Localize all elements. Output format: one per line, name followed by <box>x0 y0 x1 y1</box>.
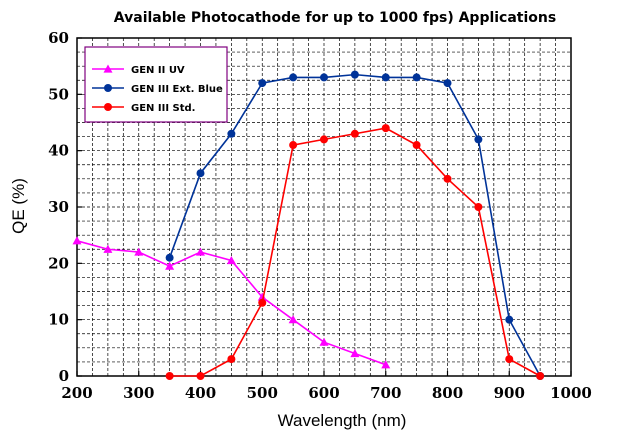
y-tick-label: 60 <box>48 29 69 47</box>
data-point <box>350 129 359 138</box>
data-point <box>505 355 514 364</box>
data-point <box>474 135 483 144</box>
x-tick-label: 500 <box>247 384 278 402</box>
data-point <box>196 169 205 178</box>
series-layer <box>72 70 545 380</box>
data-point <box>350 348 360 358</box>
x-tick-label: 700 <box>370 384 401 402</box>
data-point <box>320 73 328 82</box>
data-point <box>103 244 113 253</box>
y-tick-label: 50 <box>48 85 69 103</box>
data-point <box>350 70 359 79</box>
x-tick-label: 300 <box>123 384 154 402</box>
data-point <box>257 292 267 301</box>
x-tick-label: 1000 <box>550 384 592 402</box>
y-tick-label: 0 <box>59 367 69 385</box>
data-point <box>226 256 236 265</box>
data-point <box>320 135 328 144</box>
axis-ticks: 200 300 400 500 600 700 800 900 1000 0 10 20 30 40 50 6… <box>48 29 592 402</box>
data-point <box>319 337 329 346</box>
data-point <box>505 315 514 324</box>
data-point <box>196 247 205 256</box>
data-point <box>227 129 236 138</box>
data-point <box>165 261 175 270</box>
x-tick-label: 200 <box>61 384 92 402</box>
data-point <box>134 247 144 256</box>
y-tick-label: 30 <box>48 198 69 216</box>
data-point <box>196 372 205 380</box>
legend-label: GEN III Ext. Blue <box>131 84 223 95</box>
data-point <box>443 174 452 183</box>
data-point <box>227 355 236 364</box>
y-tick-label: 40 <box>48 142 69 160</box>
data-point <box>288 315 298 324</box>
data-point <box>104 84 112 92</box>
data-point <box>289 141 298 150</box>
legend-item: GEN II UV <box>92 64 185 76</box>
legend-label: GEN III Std. <box>131 103 195 114</box>
y-axis-label: QE (%) <box>9 178 28 234</box>
data-point <box>165 253 174 262</box>
legend-item: GEN III Ext. Blue <box>92 84 223 95</box>
legend-label: GEN II UV <box>131 65 185 76</box>
data-point <box>104 103 112 111</box>
legend: GEN II UV GEN III Ext. Blue GEN III Std. <box>84 46 228 123</box>
data-point <box>536 372 545 380</box>
data-point <box>412 73 421 82</box>
legend-item: GEN III Std. <box>92 103 195 114</box>
data-point <box>412 141 421 150</box>
data-point <box>258 79 267 88</box>
data-point <box>289 73 298 82</box>
x-tick-label: 900 <box>494 384 525 402</box>
x-axis-label: Wavelength (nm) <box>278 411 407 430</box>
y-tick-label: 10 <box>48 311 69 329</box>
data-point <box>165 372 174 380</box>
data-point <box>443 79 452 88</box>
data-point <box>258 298 267 307</box>
data-point <box>381 360 391 369</box>
chart-title: Available Photocathode for up to 1000 fp… <box>114 10 556 26</box>
data-point <box>72 236 82 245</box>
data-point <box>474 203 483 211</box>
series-0 <box>72 236 391 369</box>
x-tick-label: 400 <box>185 384 216 402</box>
y-tick-label: 20 <box>48 254 69 272</box>
data-point <box>381 124 390 133</box>
data-point <box>381 73 390 82</box>
series-2 <box>165 124 545 380</box>
x-tick-label: 800 <box>432 384 463 402</box>
data-point <box>103 64 113 73</box>
x-tick-label: 600 <box>308 384 339 402</box>
